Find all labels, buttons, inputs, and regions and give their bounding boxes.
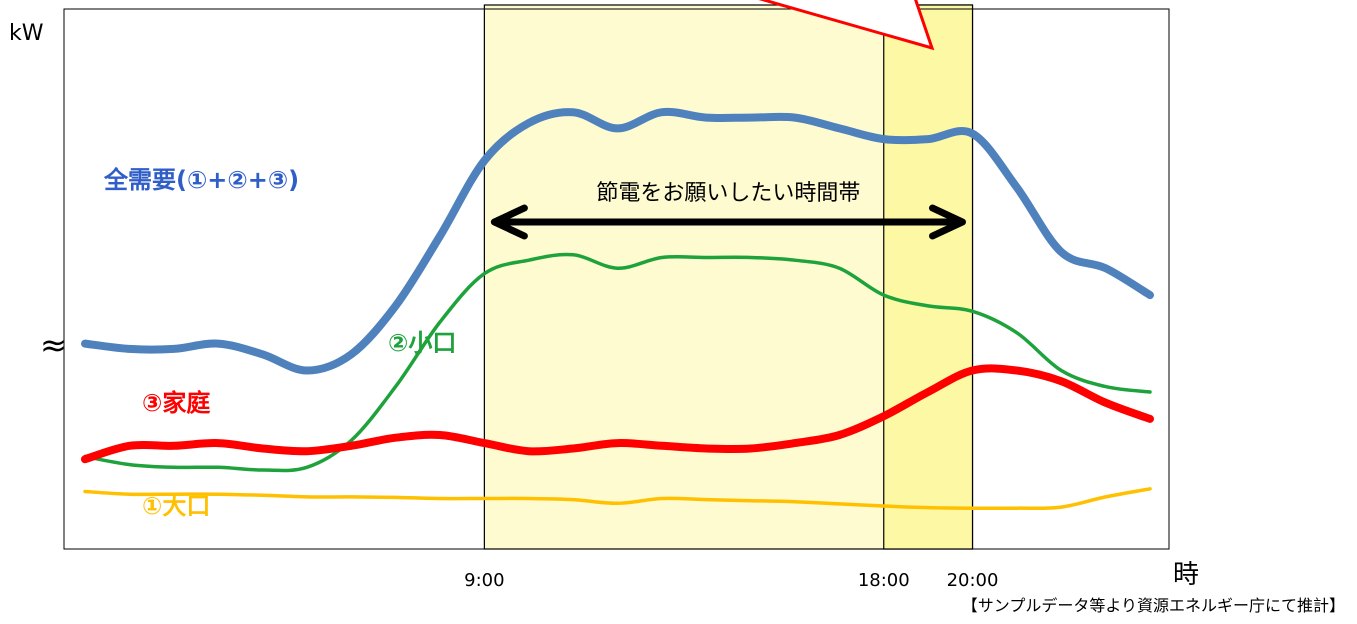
series-line-large	[83, 487, 1152, 511]
series-group	[81, 107, 1154, 511]
series-label-household: ③家庭	[142, 389, 210, 417]
y-axis-break-mark: ≈	[40, 326, 67, 364]
annotation-group: 節電をお願いしたい時間帯	[490, 181, 966, 240]
source-note: 【サンプルデータ等より資源エネルギー庁にて推計】	[962, 596, 1345, 615]
series-label-total: 全需要(①+②+③)	[103, 166, 299, 194]
annotation-label: 節電をお願いしたい時間帯	[596, 181, 860, 206]
series-line-household	[81, 364, 1154, 464]
series-line-small	[83, 252, 1152, 473]
y-axis-label: kW	[9, 21, 44, 46]
series-label-large: ①大口	[142, 492, 210, 520]
series-label-small: ②小口	[388, 329, 456, 357]
callout-pointer	[758, 0, 935, 51]
arrow-head-right	[929, 204, 966, 240]
series-line-total	[81, 107, 1154, 375]
x-axis-label: 時	[1173, 560, 1199, 590]
x-tick-labels: 9:00 18:00 20:00	[464, 570, 998, 591]
arrow-head-left	[490, 204, 528, 240]
x-tick-label: 9:00	[464, 570, 504, 591]
shaded-period-2	[883, 4, 974, 550]
x-tick-label: 20:00	[947, 570, 999, 591]
x-tick-label: 18:00	[858, 570, 910, 591]
shaded-periods	[483, 4, 974, 550]
plot-frame	[63, 8, 1170, 550]
